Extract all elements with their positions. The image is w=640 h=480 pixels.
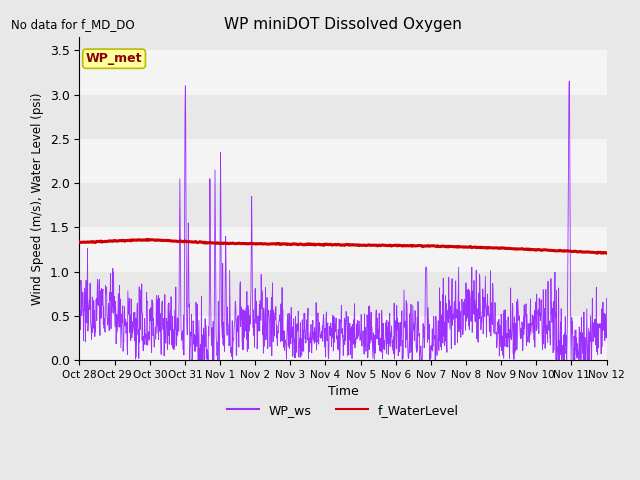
Legend: WP_ws, f_WaterLevel: WP_ws, f_WaterLevel xyxy=(222,398,464,421)
Bar xyxy=(79,50,607,95)
Bar xyxy=(79,139,607,183)
Text: WP_met: WP_met xyxy=(86,52,142,65)
Bar xyxy=(79,316,607,360)
X-axis label: Time: Time xyxy=(328,385,358,398)
Title: WP miniDOT Dissolved Oxygen: WP miniDOT Dissolved Oxygen xyxy=(224,17,462,32)
Text: No data for f_MD_DO: No data for f_MD_DO xyxy=(11,18,134,31)
Y-axis label: Wind Speed (m/s), Water Level (psi): Wind Speed (m/s), Water Level (psi) xyxy=(31,92,44,305)
Bar xyxy=(79,228,607,272)
